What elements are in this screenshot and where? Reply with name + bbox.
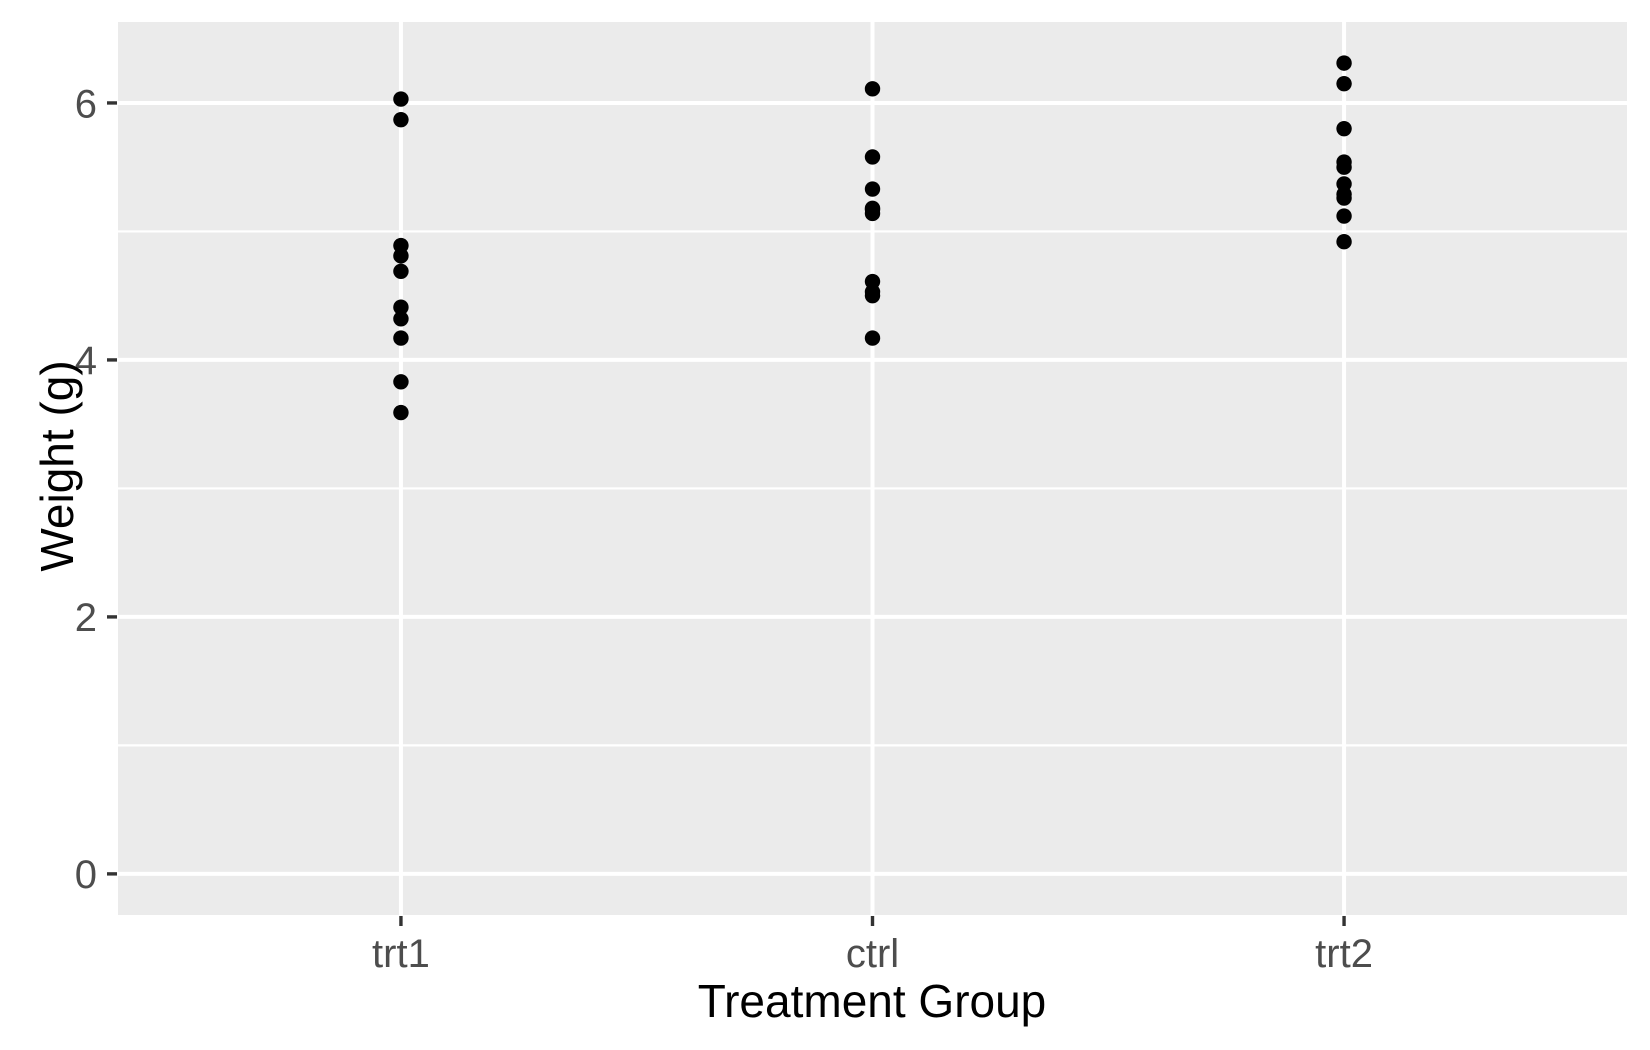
data-points-layer <box>393 55 1352 421</box>
data-point <box>1336 159 1352 175</box>
data-point <box>393 374 409 390</box>
data-point <box>393 404 409 421</box>
data-point <box>393 330 409 346</box>
plot-panel-layer <box>118 22 1627 915</box>
data-point <box>1336 234 1352 250</box>
data-point <box>864 205 881 222</box>
data-point <box>393 91 409 107</box>
x-axis-title: Treatment Group <box>698 975 1047 1027</box>
y-tick-label: 0 <box>75 853 97 897</box>
y-tick-label: 2 <box>75 596 97 640</box>
data-point <box>864 149 881 165</box>
data-point <box>864 330 881 346</box>
data-point <box>393 311 409 327</box>
x-tick-label: trt2 <box>1315 932 1373 976</box>
x-tick-label: trt1 <box>372 932 430 976</box>
y-tick-label: 4 <box>75 339 97 383</box>
data-point <box>1336 120 1352 137</box>
data-point <box>393 248 409 264</box>
data-point <box>1336 208 1352 224</box>
data-point <box>1336 75 1352 92</box>
data-point <box>393 111 409 128</box>
data-point <box>864 287 881 304</box>
data-point <box>393 263 409 279</box>
axis-layer: 0 2 4 6 trt1 ctrl trt2 <box>75 82 1373 976</box>
data-point <box>1336 190 1352 206</box>
x-tick-label: ctrl <box>846 932 899 976</box>
y-tick-label: 6 <box>75 82 97 126</box>
data-point <box>864 181 881 197</box>
data-point <box>1336 55 1352 71</box>
y-axis-title: Weight (g) <box>31 360 83 571</box>
data-point <box>393 299 409 315</box>
data-point <box>864 81 881 97</box>
